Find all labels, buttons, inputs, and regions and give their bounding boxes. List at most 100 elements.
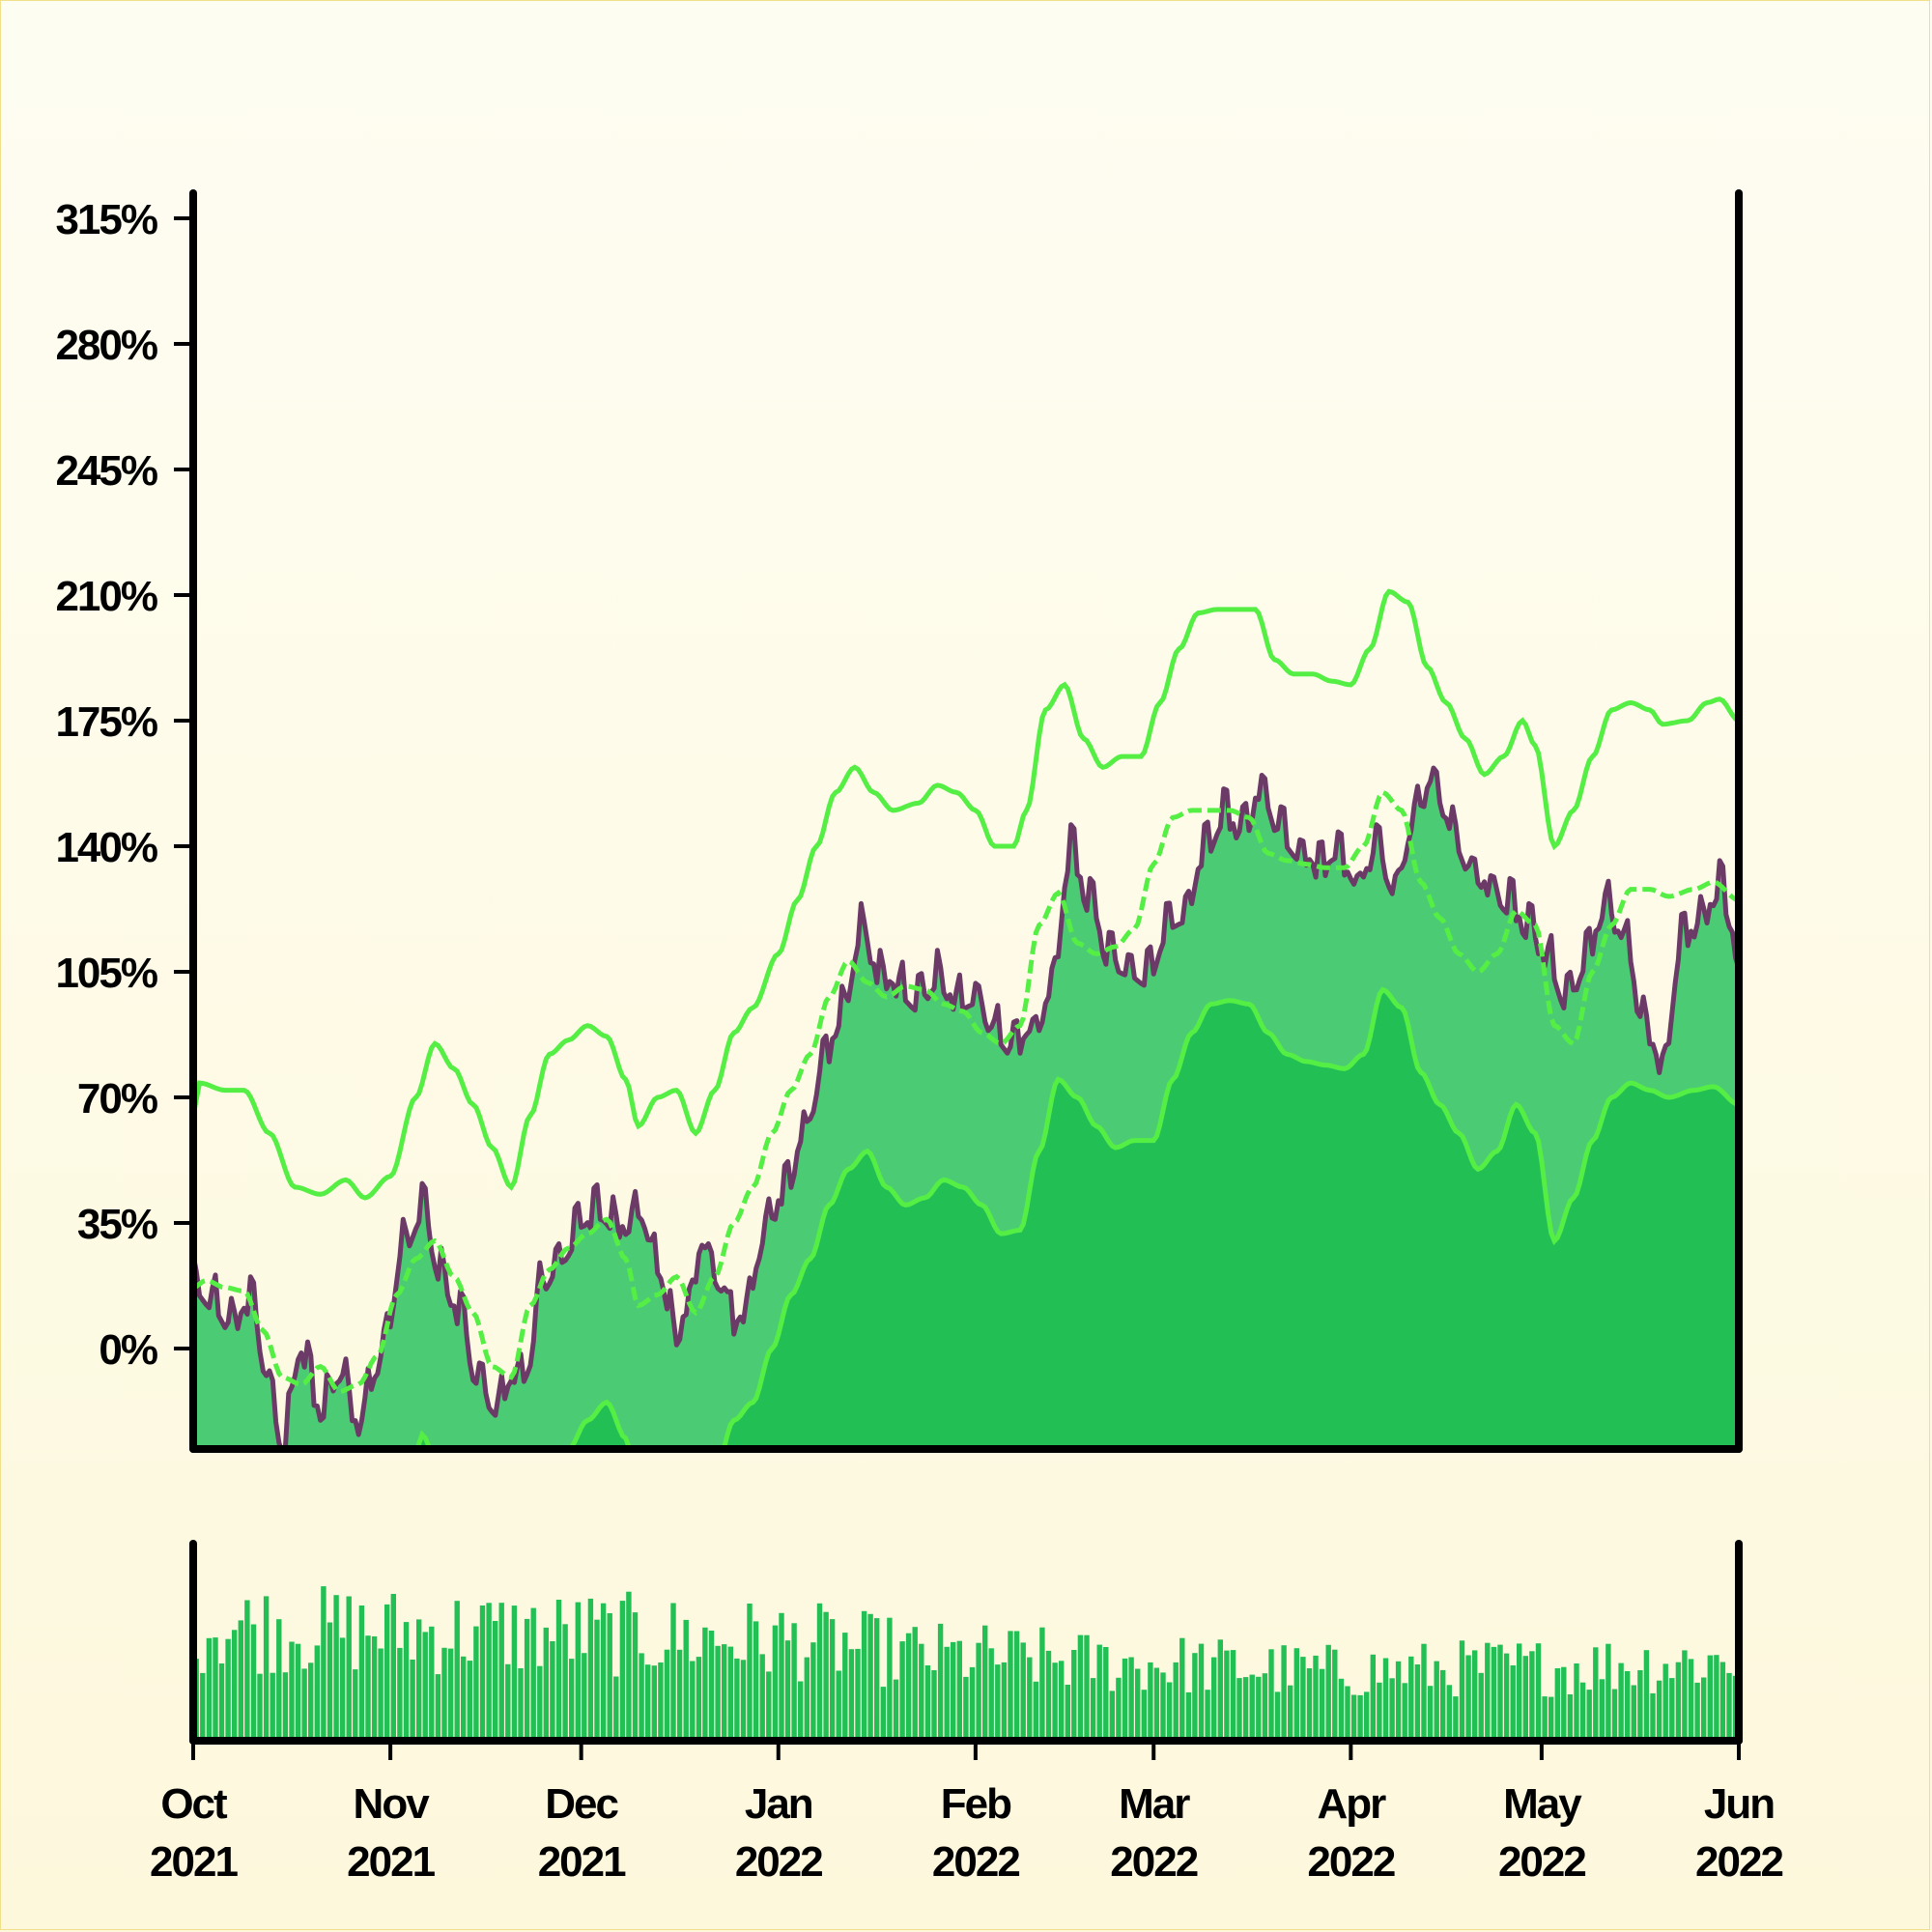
volume-bar [1529,1651,1535,1739]
volume-bar [1510,1665,1516,1739]
volume-bar [429,1626,435,1739]
volume-bar [1669,1678,1675,1739]
x-tick-year-label: 2021 [150,1838,238,1886]
volume-bar [200,1672,206,1739]
volume-bar [1440,1669,1446,1739]
volume-bar [435,1674,441,1739]
volume-bar [1682,1650,1688,1739]
volume-bar [550,1641,555,1739]
volume-bar [505,1663,511,1739]
volume-bar [575,1602,581,1739]
volume-bar [658,1662,664,1739]
volume-bar [1465,1655,1471,1739]
volume-bar [988,1648,994,1739]
volume-bar [747,1604,753,1739]
volume-bar [734,1658,740,1739]
volume-bar [1192,1653,1198,1739]
volume-bar [1561,1666,1567,1739]
volume-bar [639,1653,644,1739]
volume-bar [753,1621,759,1739]
volume-bar [937,1623,944,1739]
volume-bar [1122,1658,1128,1739]
volume-bar [1045,1650,1052,1739]
volume-bar [1459,1640,1465,1739]
volume-bar [1625,1671,1631,1739]
volume-bar [874,1618,880,1739]
volume-bar [816,1603,823,1739]
volume-bar [511,1605,518,1739]
volume-bar [651,1665,657,1739]
volume-bar [855,1648,861,1739]
volume-bar [1395,1661,1402,1739]
x-tick-year-label: 2022 [932,1838,1019,1886]
volume-bar [1173,1662,1179,1739]
volume-bar [715,1645,721,1739]
volume-bar [1662,1663,1668,1739]
volume-bar [1059,1661,1065,1739]
volume-bar [1153,1667,1160,1739]
volume-bar [931,1670,937,1739]
volume-bar [333,1595,339,1739]
volume-bar [1001,1662,1008,1739]
volume-bar [1370,1654,1376,1739]
volume-bar [1236,1678,1242,1739]
volume-bar [829,1619,836,1739]
volume-bar [1166,1682,1173,1739]
volume-bar [1313,1655,1319,1739]
volume-bar [1357,1694,1363,1739]
volume-bar [626,1591,632,1739]
y-tick-label: 280% [55,322,156,369]
volume-bar [555,1600,562,1739]
volume-bar [919,1643,924,1739]
volume-bar [1719,1662,1726,1739]
volume-bar [772,1625,779,1739]
volume-bar [956,1640,962,1739]
volume-bar [1185,1691,1192,1739]
volume-bar [346,1596,352,1739]
volume-bar [289,1641,295,1739]
volume-bar [1389,1678,1395,1739]
volume-bar [1382,1658,1389,1739]
volume-bar [893,1679,899,1739]
volume-bar [1084,1634,1090,1739]
volume-bar [454,1601,460,1739]
x-tick-month-label: Oct [160,1780,228,1828]
volume-bar [1427,1686,1434,1739]
upper-band-line [193,588,1739,1201]
volume-bar [486,1603,492,1739]
volume-bar [1688,1659,1694,1739]
volume-bar [683,1619,689,1739]
volume-bar [1288,1685,1293,1739]
volume-bar [784,1640,791,1739]
volume-bar [479,1605,486,1739]
volume-bar [1631,1685,1636,1739]
x-tick-year-label: 2021 [347,1838,435,1886]
y-tick-label: 0% [99,1326,156,1374]
volume-bar [1027,1657,1033,1739]
volume-bar [378,1648,384,1739]
volume-bar [282,1672,289,1739]
volume-bar [1319,1668,1325,1739]
volume-bar [600,1603,607,1739]
volume-bar [722,1644,727,1739]
volume-bar [473,1626,479,1739]
x-tick-year-label: 2022 [735,1838,822,1886]
middle-band-line [193,789,1739,1395]
volume-bar [1211,1657,1217,1739]
volume-bar [218,1663,225,1739]
volume-bar [1478,1672,1484,1739]
volume-bar [1338,1678,1345,1739]
volume-bar [1008,1631,1013,1739]
volume-bar [1033,1681,1038,1739]
y-tick-label: 35% [77,1201,157,1248]
volume-bar [530,1607,536,1739]
volume-bar [1090,1678,1096,1739]
volume-bar [1325,1644,1331,1739]
x-tick-month-label: Feb [941,1780,1011,1828]
y-axis-ticks: 315% 280% 245% 210% 175% 140% 105% 70% 35% 0% [55,196,193,1374]
volume-bar [1542,1696,1548,1739]
volume-bar [1517,1643,1522,1739]
volume-bar [1408,1656,1414,1739]
volume-bar [1256,1676,1262,1739]
